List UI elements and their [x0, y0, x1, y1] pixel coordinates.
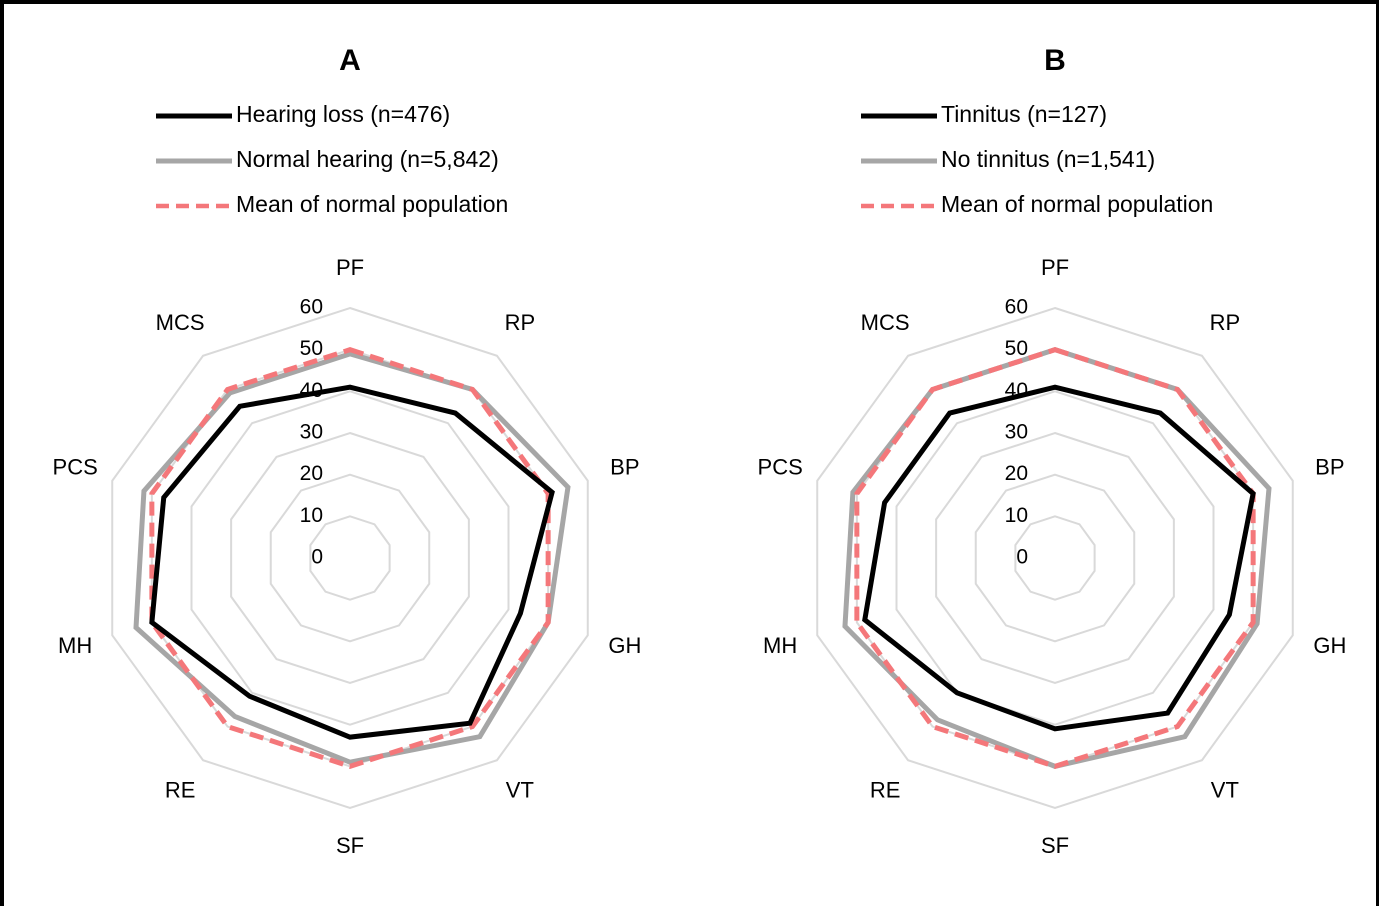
tick-label: 20	[300, 462, 323, 485]
series-line-1	[842, 347, 1272, 769]
grid-ring	[190, 390, 510, 726]
series-line-1	[133, 351, 571, 765]
legend-label: Tinnitus (n=127)	[941, 101, 1107, 127]
category-label-vt: VT	[506, 778, 534, 803]
tick-label: 40	[300, 379, 323, 402]
category-label-mcs: MCS	[861, 310, 910, 335]
grid-ring	[111, 306, 589, 810]
category-label-re: RE	[165, 778, 196, 803]
panel-letter: B	[1044, 44, 1066, 77]
tick-label: 10	[300, 504, 323, 527]
tick-label: 50	[300, 337, 323, 360]
series-line-0	[149, 384, 555, 740]
series-line-2	[854, 347, 1256, 769]
radar-panel-b: B Tinnitus (n=127) No tinnitus (n=1,541) Me…	[758, 44, 1347, 858]
tick-label: 20	[1005, 462, 1028, 485]
grid-ring	[230, 431, 470, 685]
grid-ring	[816, 306, 1294, 810]
legend-label: Hearing loss (n=476)	[236, 101, 450, 127]
tick-label: 60	[300, 296, 323, 319]
legend-label: No tinnitus (n=1,541)	[941, 146, 1155, 172]
grid-ring	[935, 431, 1175, 685]
series-line-0	[862, 384, 1256, 732]
tick-label: 0	[311, 546, 323, 569]
tick-label: 40	[1005, 379, 1028, 402]
radar-panel-a: A Hearing loss (n=476) Normal hearing (n=5…	[53, 44, 642, 858]
category-label-rp: RP	[1210, 310, 1241, 335]
tick-label: 10	[1005, 504, 1028, 527]
category-label-pcs: PCS	[53, 455, 98, 480]
series-line-2	[149, 347, 551, 769]
category-label-mh: MH	[763, 633, 797, 658]
grid-ring	[974, 473, 1136, 643]
category-label-bp: BP	[610, 455, 639, 480]
tick-label: 50	[1005, 337, 1028, 360]
category-label-sf: SF	[1041, 833, 1069, 858]
category-label-mh: MH	[58, 633, 92, 658]
legend-label: Normal hearing (n=5,842)	[236, 146, 499, 172]
category-label-vt: VT	[1211, 778, 1239, 803]
legend-label: Mean of normal population	[236, 191, 508, 217]
category-label-sf: SF	[336, 833, 364, 858]
legend-label: Mean of normal population	[941, 191, 1213, 217]
category-label-rp: RP	[505, 310, 536, 335]
tick-label: 30	[300, 421, 323, 444]
category-label-gh: GH	[608, 633, 641, 658]
category-label-pf: PF	[1041, 255, 1069, 280]
panel-letter: A	[339, 44, 361, 77]
category-label-pf: PF	[336, 255, 364, 280]
tick-label: 30	[1005, 421, 1028, 444]
grid-ring	[895, 390, 1215, 726]
category-label-re: RE	[870, 778, 901, 803]
tick-label: 0	[1016, 546, 1028, 569]
category-label-bp: BP	[1315, 455, 1344, 480]
category-label-pcs: PCS	[758, 455, 803, 480]
tick-label: 60	[1005, 296, 1028, 319]
grid-ring	[1014, 515, 1096, 601]
category-label-gh: GH	[1313, 633, 1346, 658]
grid-ring	[309, 515, 391, 601]
category-label-mcs: MCS	[156, 310, 205, 335]
grid-ring	[269, 473, 431, 643]
